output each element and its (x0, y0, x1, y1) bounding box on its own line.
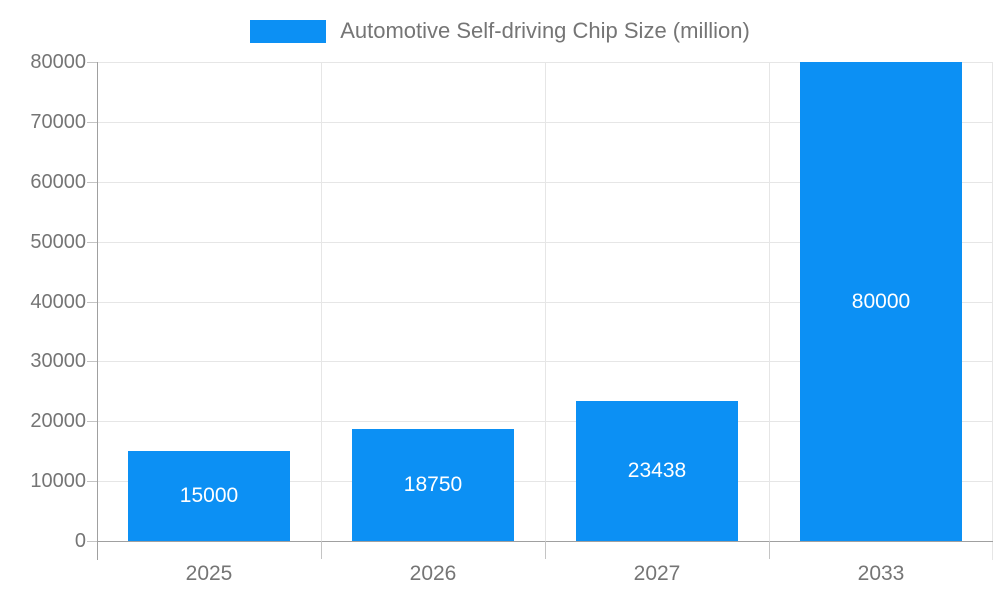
y-axis-line (97, 62, 98, 560)
legend-label: Automotive Self-driving Chip Size (milli… (340, 18, 750, 43)
x-tick-label: 2027 (633, 562, 681, 585)
y-tick-label: 60000 (30, 170, 86, 193)
x-tick (769, 541, 770, 559)
legend-swatch (250, 19, 327, 43)
bar-value-label: 15000 (179, 484, 239, 508)
gridline-v (769, 62, 770, 541)
y-tick (87, 121, 97, 123)
y-tick-label: 40000 (30, 290, 86, 313)
y-tick (87, 481, 97, 483)
y-tick (87, 301, 97, 303)
y-tick (87, 541, 97, 542)
y-tick-label: 10000 (30, 470, 86, 493)
bar-value-label: 80000 (851, 289, 911, 313)
chart-legend[interactable]: Automotive Self-driving Chip Size (milli… (0, 18, 1000, 44)
y-tick (87, 241, 97, 243)
bar-2033[interactable] (800, 62, 962, 541)
x-tick-label: 2026 (409, 562, 457, 585)
y-tick (87, 421, 97, 423)
x-tick (321, 541, 322, 559)
x-tick-label: 2025 (185, 562, 233, 585)
y-tick-label: 80000 (30, 51, 86, 73)
y-tick-label: 0 (74, 530, 86, 552)
bar-2026[interactable] (352, 428, 514, 541)
x-tick (545, 541, 546, 559)
bar-value-label: 18750 (403, 472, 463, 496)
y-tick (87, 62, 97, 63)
y-tick-label: 30000 (30, 350, 86, 373)
bar-2025[interactable] (128, 451, 290, 541)
y-tick-label: 50000 (30, 230, 86, 253)
x-tick-label: 2033 (857, 562, 905, 585)
y-tick (87, 181, 97, 183)
y-tick-label: 20000 (30, 410, 86, 433)
y-tick-label: 70000 (30, 110, 86, 133)
bar-value-label: 23438 (627, 458, 687, 482)
bar-2027[interactable] (576, 400, 738, 541)
gridline-v (321, 62, 322, 541)
plot-area: 15000 18750 23438 80000 (97, 62, 993, 560)
gridline-v (545, 62, 546, 541)
y-tick (87, 361, 97, 363)
gridline-v (992, 62, 993, 560)
